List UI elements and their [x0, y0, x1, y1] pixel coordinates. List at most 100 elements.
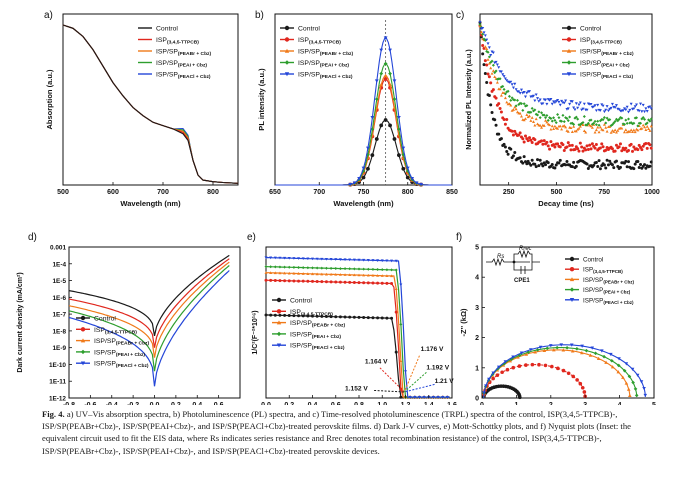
- trpl-point: [617, 145, 621, 149]
- nyquist-marker: [622, 368, 627, 373]
- trpl-point: [526, 115, 530, 119]
- trpl-point: [598, 167, 602, 171]
- mott-schottky-marker: [343, 273, 347, 276]
- trpl-point: [568, 102, 572, 106]
- trpl-point: [602, 163, 606, 167]
- nyquist-marker: [516, 355, 520, 359]
- trpl-point: [626, 160, 630, 164]
- mott-schottky-marker: [390, 274, 394, 278]
- trpl-point: [544, 116, 548, 120]
- y-tick-label: 1E-10: [49, 362, 66, 369]
- mott-schottky-marker: [394, 259, 398, 263]
- mott-schottky-marker: [269, 313, 273, 317]
- y-tick-label: 4: [475, 275, 479, 282]
- trpl-point: [509, 147, 513, 151]
- trpl-point: [556, 112, 560, 116]
- trpl-point: [573, 108, 577, 112]
- y-axis-title: PL intensity (a.u.): [257, 68, 266, 131]
- trpl-point: [562, 120, 566, 124]
- x-tick-label: 1.4: [424, 402, 434, 405]
- plot-frame: [481, 246, 655, 399]
- trpl-point: [489, 81, 493, 85]
- nyquist-marker: [518, 395, 522, 400]
- trpl-point: [586, 147, 590, 151]
- trpl-point: [570, 100, 574, 103]
- mott-schottky-marker: [329, 266, 333, 270]
- trpl-point: [641, 123, 645, 127]
- legend-label: Control: [290, 298, 312, 305]
- trpl-point: [523, 160, 527, 164]
- trpl-point: [609, 106, 613, 110]
- nyquist-marker: [496, 366, 500, 371]
- vbi-arrow: [379, 367, 405, 393]
- trpl-point: [550, 119, 554, 123]
- legend-label: Control: [580, 26, 602, 33]
- trpl-point: [546, 118, 550, 122]
- mott-schottky-marker: [269, 265, 273, 269]
- trpl-point: [594, 160, 598, 164]
- dark-jv-line: [68, 270, 230, 387]
- mott-schottky-marker: [348, 315, 352, 319]
- trpl-point: [538, 116, 542, 120]
- trpl-point: [632, 145, 636, 149]
- trpl-point: [574, 115, 578, 119]
- trpl-point: [542, 139, 546, 143]
- nyquist-marker: [517, 364, 522, 368]
- trpl-point: [502, 75, 506, 78]
- trpl-point: [572, 106, 576, 110]
- trpl-point: [643, 110, 647, 114]
- mott-schottky-marker: [376, 268, 380, 272]
- x-tick-label: 1.2: [401, 402, 411, 405]
- trpl-point: [522, 155, 526, 159]
- trpl-point: [491, 63, 495, 67]
- trpl-point: [570, 130, 574, 133]
- legend-label: ISP/SP(PEAI + Cbz): [94, 349, 145, 358]
- x-tick-label: 3: [583, 402, 587, 405]
- nyquist-marker: [588, 353, 593, 357]
- nyquist-marker: [545, 346, 550, 351]
- mott-schottky-marker: [320, 272, 324, 276]
- trpl-point: [558, 158, 562, 162]
- mott-schottky-marker: [311, 272, 314, 276]
- trpl-point: [589, 147, 593, 151]
- legend-label: ISP/SP(PEABr + Cbz): [298, 49, 353, 58]
- mott-schottky-marker: [390, 259, 394, 263]
- trpl-point: [648, 105, 652, 109]
- vbi-label: 1.176 V: [421, 346, 444, 353]
- trpl-point: [632, 167, 636, 171]
- y-axis-title: Normalized PL Intensity (a.u.): [464, 49, 473, 150]
- pl-marker: [405, 175, 410, 180]
- trpl-point: [624, 108, 628, 112]
- trpl-point: [593, 119, 597, 123]
- trpl-point: [564, 99, 568, 103]
- trpl-point: [649, 107, 653, 111]
- pl-marker: [361, 175, 366, 180]
- trpl-point: [600, 142, 604, 146]
- trpl-point: [568, 143, 572, 147]
- trpl-point: [636, 148, 640, 152]
- trpl-point: [552, 116, 556, 120]
- mott-schottky-marker: [315, 257, 319, 261]
- figure-caption: Fig. 4. a) UV–Vis absorption spectra, b)…: [42, 408, 662, 457]
- trpl-point: [554, 121, 558, 125]
- trpl-point: [499, 70, 503, 74]
- nyquist-marker: [624, 362, 629, 366]
- trpl-point: [605, 116, 609, 120]
- trpl-point: [541, 142, 545, 146]
- trpl-point: [481, 32, 485, 36]
- trpl-point: [513, 129, 517, 133]
- trpl-point: [612, 130, 616, 133]
- mott-schottky-marker: [376, 259, 380, 262]
- pl-marker: [370, 115, 375, 120]
- pl-marker: [374, 79, 379, 83]
- pl-marker: [419, 182, 423, 187]
- x-tick-label: -0.4: [106, 402, 118, 405]
- pl-marker: [366, 146, 370, 151]
- trpl-point: [629, 102, 633, 106]
- trpl-point: [620, 149, 624, 153]
- trpl-point: [643, 125, 647, 129]
- trpl-point: [521, 137, 525, 141]
- legend-label: ISP(3,4,5-TTPCB): [298, 37, 341, 46]
- trpl-point: [548, 123, 552, 127]
- mott-schottky-marker: [315, 280, 319, 284]
